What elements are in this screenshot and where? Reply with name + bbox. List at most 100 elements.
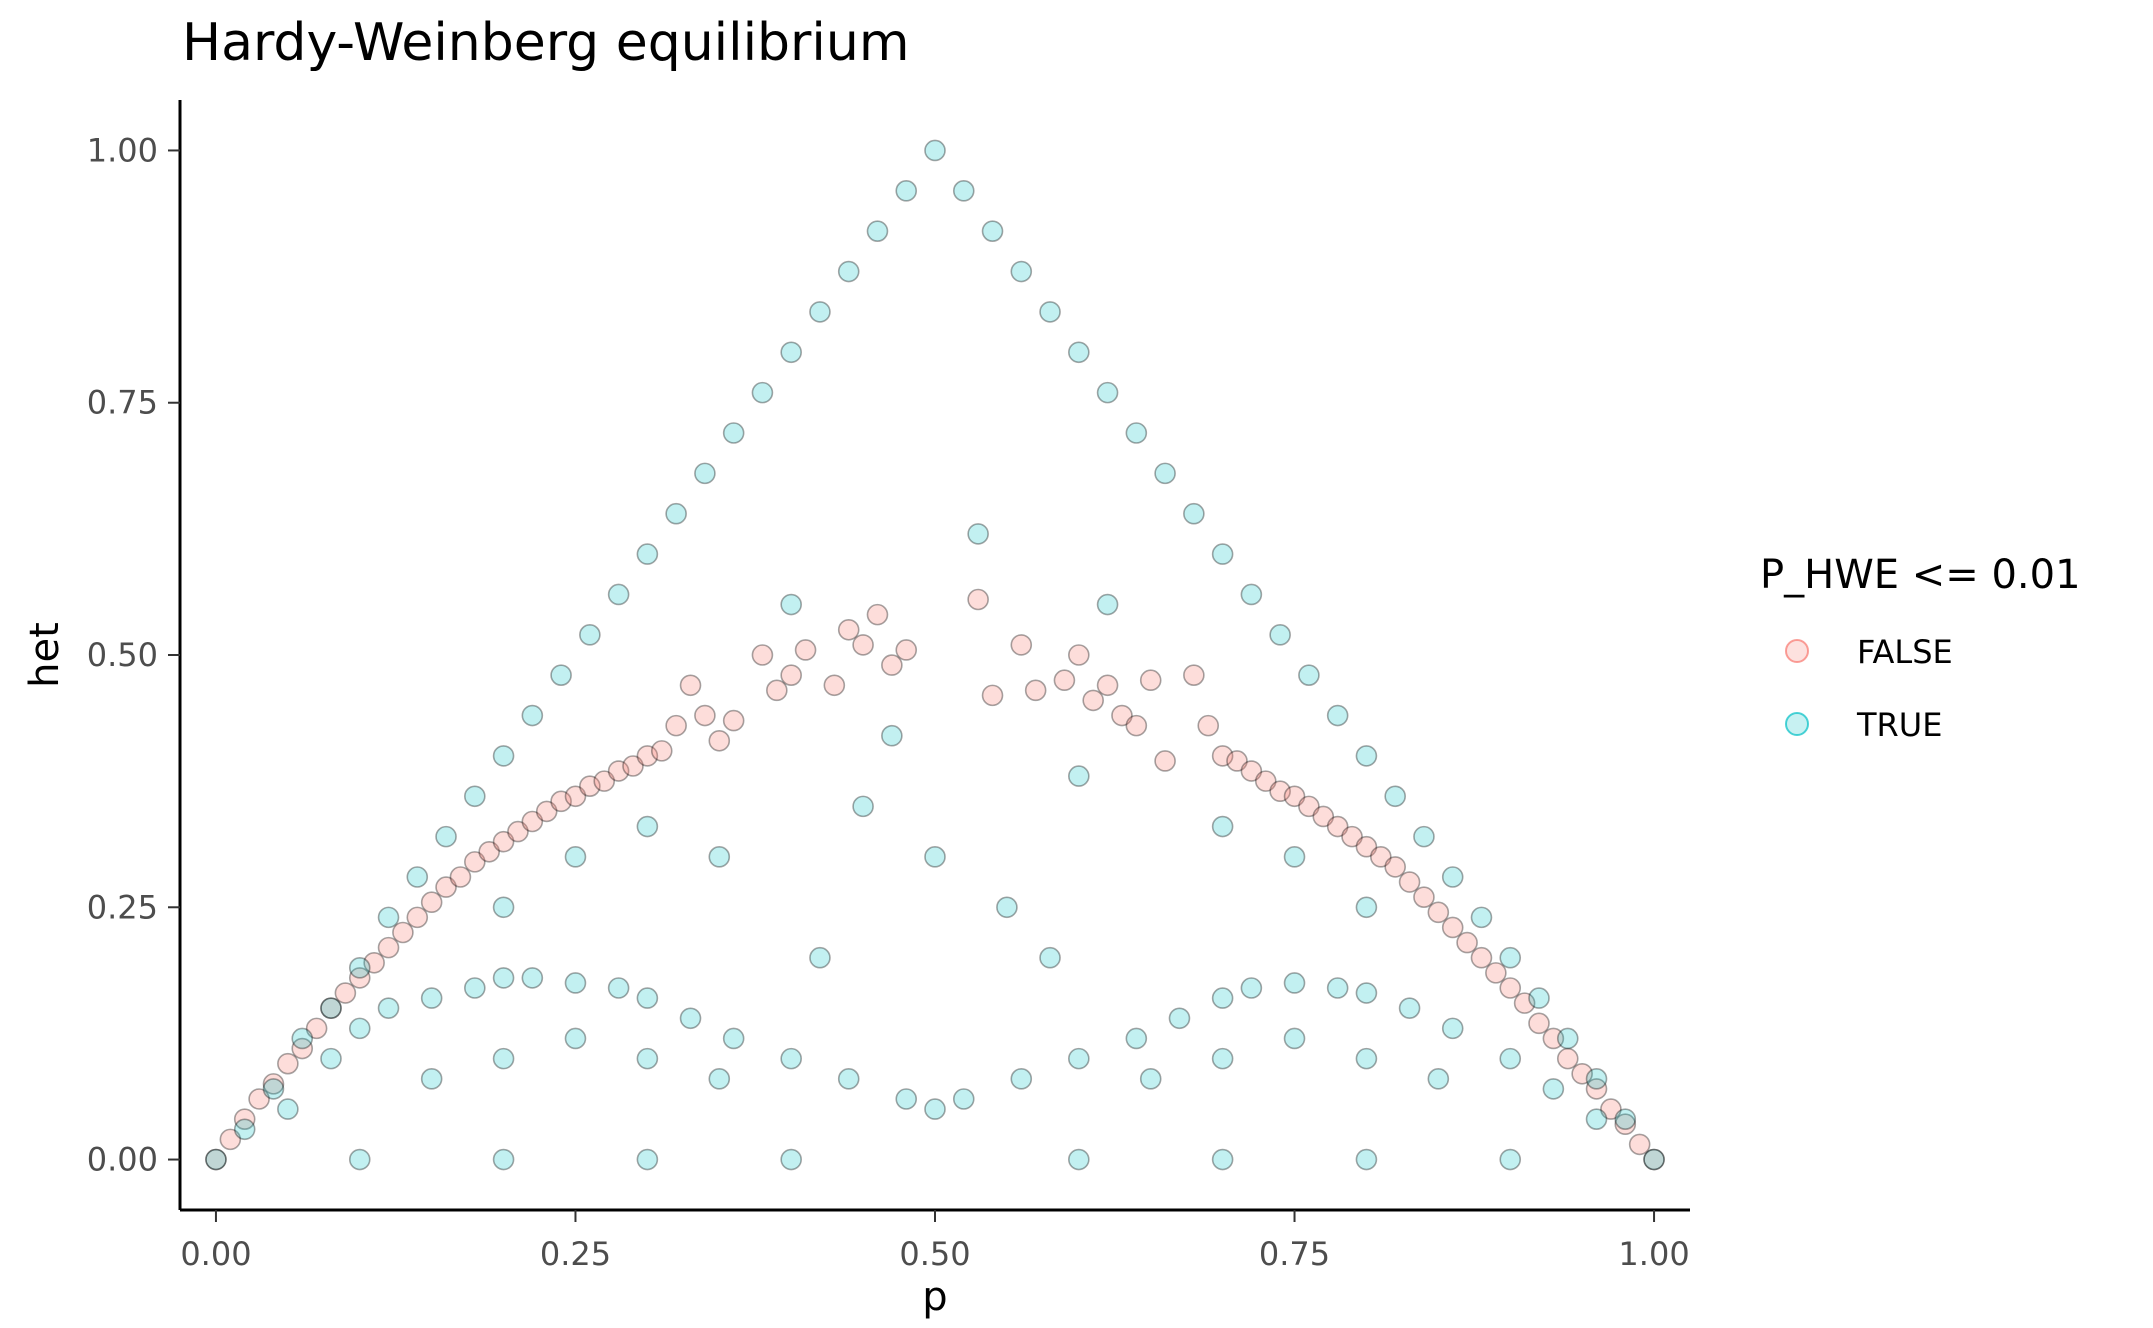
scatter-point-true	[1585, 1068, 1608, 1090]
scatter-point-true	[1355, 896, 1378, 919]
scatter-point-true	[377, 997, 400, 1019]
scatter-point-true	[895, 1088, 918, 1110]
scatter-point-true	[1542, 1078, 1565, 1100]
scatter-point-false	[1542, 1027, 1565, 1050]
scatter-point-true	[521, 967, 544, 989]
scatter-point-true	[1427, 1068, 1450, 1090]
x-tick-label: 0.50	[899, 1235, 970, 1273]
scatter-point-true	[464, 785, 486, 808]
scatter-point-false	[363, 951, 385, 974]
scatter-point-true	[1499, 1148, 1522, 1171]
scatter-point-false	[579, 775, 601, 797]
scatter-point-false	[392, 921, 414, 944]
scatter-point-true	[1298, 664, 1320, 686]
scatter-point-true	[636, 987, 659, 1009]
scatter-point-false	[1226, 750, 1248, 772]
scatter-point-true	[924, 846, 946, 868]
scatter-point-true	[262, 1078, 285, 1100]
scatter-point-false	[1125, 714, 1148, 737]
y-axis-title: het	[22, 622, 68, 688]
scatter-point-true	[780, 1148, 802, 1171]
scatter-point-true	[1326, 704, 1349, 727]
scatter-point-true	[607, 977, 630, 999]
scatter-point-true	[1326, 977, 1349, 999]
scatter-point-true	[1499, 946, 1522, 969]
scatter-point-false	[665, 714, 687, 737]
scatter-point-true	[952, 180, 975, 202]
scatter-point-false	[1470, 946, 1493, 969]
scatter-point-false	[837, 618, 860, 641]
scatter-point-false	[478, 840, 500, 863]
scatter-point-true	[521, 704, 544, 727]
scatter-point-true	[420, 987, 443, 1009]
scatter-point-false	[1269, 780, 1291, 803]
scatter-point-false	[564, 785, 587, 808]
scatter-point-true	[1585, 1108, 1608, 1130]
scatter-point-true	[1010, 1068, 1033, 1090]
scatter-point-true	[1283, 846, 1306, 868]
scatter-point-false	[1427, 901, 1450, 924]
x-axis-title: p	[922, 1274, 947, 1320]
scatter-point-false	[1298, 795, 1320, 818]
y-tick-label: 0.25	[87, 888, 158, 926]
scatter-point-false	[694, 704, 716, 727]
scatter-point-false	[866, 603, 889, 626]
scatter-point-true	[564, 846, 587, 868]
scatter-point-false	[766, 679, 788, 702]
scatter-point-true	[679, 1007, 702, 1030]
scatter-point-false	[1441, 916, 1464, 939]
scatter-point-false	[1499, 977, 1522, 999]
scatter-point-false	[1312, 805, 1335, 828]
scatter-point-true	[866, 220, 889, 242]
scatter-point-false	[1326, 815, 1349, 838]
scatter-point-true	[550, 664, 572, 686]
scatter-point-true	[1068, 1047, 1090, 1070]
scatter-point-true	[1154, 462, 1176, 485]
scatter-point-true	[924, 1098, 946, 1120]
scatter-point-false	[1370, 846, 1392, 868]
scatter-point-false	[334, 982, 357, 1004]
scatter-point-false	[823, 674, 846, 697]
scatter-point-false	[607, 760, 630, 782]
scatter-point-false	[233, 1108, 256, 1130]
scatter-point-true	[348, 1017, 371, 1040]
scatter-point-true	[1384, 785, 1406, 808]
scatter-point-true	[636, 1047, 659, 1070]
scatter-point-false	[1139, 669, 1162, 692]
scatter-point-true	[636, 1148, 659, 1171]
scatter-point-false	[1485, 962, 1507, 984]
scatter-point-true	[1125, 422, 1148, 444]
scatter-point-true	[852, 795, 874, 818]
scatter-point-false	[1341, 825, 1363, 848]
scatter-point-false	[219, 1128, 242, 1151]
scatter-point-false	[1082, 689, 1104, 712]
y-tick-label: 0.75	[87, 384, 158, 422]
scatter-point-true	[492, 1148, 515, 1171]
scatter-point-true	[952, 1088, 975, 1110]
y-tick-label: 0.50	[87, 636, 158, 674]
scatter-point-false	[1528, 1012, 1550, 1035]
scatter-point-true	[564, 972, 587, 994]
scatter-point-false	[1413, 886, 1435, 908]
scatter-point-true	[1499, 1047, 1522, 1070]
scatter-point-true	[1096, 593, 1119, 616]
scatter-point-true	[1470, 906, 1493, 929]
scatter-point-true	[895, 180, 918, 202]
y-tick-label: 1.00	[87, 131, 158, 169]
scatter-point-false	[1111, 704, 1133, 727]
legend-key-true-marker	[1785, 712, 1809, 736]
points-layer	[205, 139, 1665, 1171]
scatter-point-true	[809, 946, 831, 969]
scatter-point-false	[277, 1052, 299, 1075]
scatter-point-false	[205, 1148, 227, 1171]
scatter-point-true	[1528, 987, 1550, 1009]
scatter-point-false	[291, 1037, 314, 1060]
scatter-point-false	[449, 866, 472, 888]
scatter-point-false	[1355, 835, 1378, 858]
scatter-point-false	[751, 644, 774, 666]
scatter-point-true	[377, 906, 400, 929]
scatter-point-true	[1398, 997, 1421, 1019]
scatter-point-true	[406, 866, 429, 888]
scatter-point-true	[751, 381, 774, 404]
